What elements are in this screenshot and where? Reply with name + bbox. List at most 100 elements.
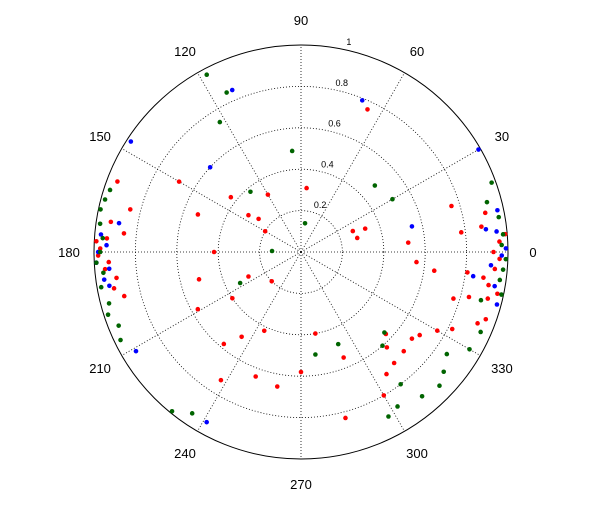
green-data-point	[105, 312, 111, 317]
red-data-point	[354, 235, 360, 241]
data-points	[94, 72, 509, 425]
red-data-point	[102, 266, 108, 272]
green-data-point	[98, 284, 104, 290]
red-data-point	[495, 291, 500, 297]
green-data-point	[217, 119, 223, 125]
green-data-point	[382, 330, 387, 335]
red-data-point	[381, 393, 387, 398]
red-data-point	[482, 210, 488, 216]
r-tick-label: 0.8	[335, 78, 348, 88]
spoke-240	[197, 251, 302, 432]
green-data-point	[500, 232, 506, 237]
red-data-point	[221, 341, 227, 347]
green-data-point	[97, 249, 103, 255]
red-data-point	[111, 286, 117, 291]
red-data-point	[497, 239, 502, 244]
red-data-point	[451, 296, 456, 301]
green-data-point	[437, 383, 442, 389]
spoke-210	[121, 251, 302, 356]
blue-data-point	[488, 262, 494, 268]
red-data-point	[362, 226, 368, 231]
green-data-point	[101, 270, 106, 276]
green-data-point	[497, 277, 503, 283]
red-data-point	[486, 282, 491, 288]
blue-data-point	[116, 220, 122, 226]
blue-data-point	[207, 164, 213, 170]
green-data-point	[116, 323, 121, 328]
green-data-point	[496, 214, 502, 220]
red-data-point	[274, 384, 280, 389]
green-data-point	[106, 301, 112, 306]
green-data-point	[97, 221, 103, 227]
blue-data-point	[107, 283, 112, 289]
green-data-point	[444, 351, 450, 357]
grid-ring	[259, 210, 343, 294]
green-data-point	[380, 343, 385, 349]
red-data-point	[253, 374, 258, 379]
spoke-120	[197, 72, 302, 253]
green-data-point	[335, 341, 341, 347]
theta-tick-label: 120	[174, 44, 196, 59]
blue-data-point	[483, 226, 489, 232]
blue-data-point	[503, 246, 509, 251]
green-data-point	[237, 280, 243, 286]
red-data-point	[405, 240, 411, 245]
green-data-point	[102, 197, 108, 202]
r-tick-label: 1	[346, 37, 351, 47]
green-data-point	[467, 346, 472, 352]
red-data-point	[479, 224, 484, 229]
red-data-point	[94, 238, 99, 244]
blue-data-point	[204, 419, 209, 425]
green-data-point	[169, 408, 175, 414]
outer-boundary	[93, 44, 509, 460]
theta-tick-label: 300	[406, 446, 428, 461]
spoke-60	[300, 72, 405, 253]
green-data-point	[484, 199, 490, 205]
red-data-point	[409, 336, 415, 341]
green-data-point	[248, 189, 253, 195]
red-data-point	[434, 328, 440, 333]
green-data-point	[372, 183, 378, 188]
red-data-point	[106, 259, 112, 265]
red-data-point	[384, 345, 390, 350]
blue-data-point	[106, 266, 112, 272]
green-data-point	[499, 292, 504, 297]
red-data-point	[218, 377, 224, 383]
red-data-point	[298, 369, 304, 375]
red-data-point	[475, 321, 480, 326]
spoke-330	[300, 251, 481, 356]
theta-tick-label: 180	[58, 245, 80, 260]
red-data-point	[449, 203, 454, 209]
green-data-point	[289, 148, 295, 154]
red-data-point	[262, 229, 268, 234]
blue-data-point	[101, 277, 107, 282]
red-data-point	[481, 275, 486, 280]
theta-tick-label: 150	[89, 129, 111, 144]
green-data-point	[98, 207, 103, 212]
red-data-point	[246, 212, 251, 218]
red-data-point	[384, 371, 389, 377]
green-data-point	[107, 187, 113, 193]
red-data-point	[114, 275, 119, 281]
red-data-point	[341, 355, 346, 360]
r-tick-label: 0.4	[321, 159, 334, 169]
green-data-point	[386, 414, 391, 419]
polar-grid	[93, 44, 509, 460]
red-data-point	[269, 278, 275, 284]
green-data-point	[204, 72, 210, 78]
red-data-point	[256, 216, 261, 222]
green-data-point	[118, 337, 123, 343]
spoke-150	[121, 148, 302, 253]
red-data-point	[95, 253, 101, 258]
green-data-point	[503, 256, 509, 262]
green-data-point	[489, 180, 494, 185]
red-data-point	[414, 259, 419, 265]
red-data-point	[343, 415, 348, 421]
axis-labels: 0.2 0.4 0.6 0.8 1 0 30 60 90 120 150 180 210 240 270 30…	[58, 13, 536, 492]
grid-ring	[217, 168, 385, 336]
red-data-point	[492, 266, 498, 272]
green-data-point	[100, 235, 106, 241]
red-data-point	[97, 246, 103, 251]
grid-ring	[134, 85, 468, 419]
